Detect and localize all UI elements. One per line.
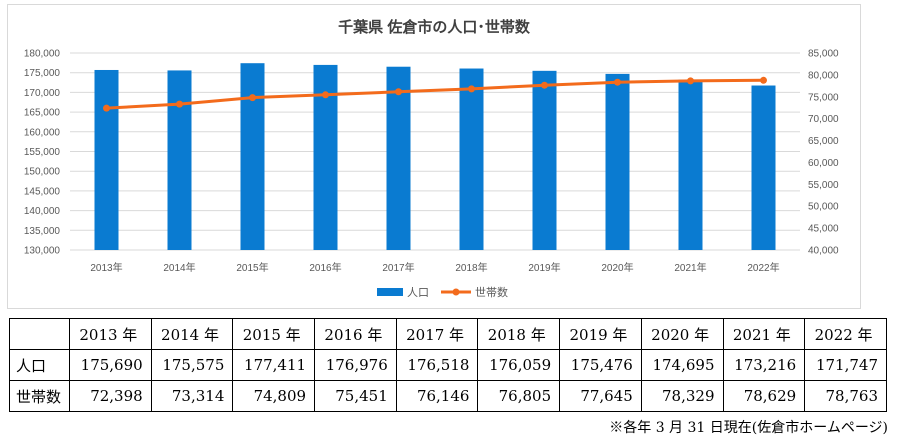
household-line — [106, 78, 764, 110]
household-point-2015年 — [249, 94, 256, 102]
x-tick-label: 2020年 — [601, 261, 633, 274]
y-right-tick-label: 60,000 — [808, 158, 839, 169]
bar-2013年 — [94, 69, 119, 250]
table-header-cell: 2014 年 — [150, 318, 234, 350]
y-left-tick-label: 180,000 — [24, 49, 61, 60]
table-row: 世帯数 72,398 73,314 74,809 75,451 76,146 76,805 7… — [9, 380, 887, 412]
table-cell: 175,575 — [150, 349, 234, 381]
y-right-tick-label: 50,000 — [808, 202, 839, 213]
table-header-cell — [9, 318, 70, 350]
table-cell: 72,398 — [69, 380, 152, 412]
legend-label-population: 人口 — [407, 286, 429, 299]
y-right-tick-label: 65,000 — [808, 136, 839, 147]
table-header-cell: 2013 年 — [69, 318, 152, 350]
table-cell: 76,146 — [395, 380, 479, 412]
bar-2017年 — [386, 66, 411, 250]
household-point-2022年 — [760, 76, 767, 84]
source-note: ※各年 3 月 31 日現在(佐倉市ホームページ) — [609, 420, 888, 436]
chart-title: 千葉県 佐倉市の人口･世帯数 — [338, 18, 531, 36]
household-point-2021年 — [687, 77, 694, 85]
row-label: 人口 — [9, 349, 70, 381]
x-tick-label: 2022年 — [747, 261, 779, 274]
y-left-tick-label: 165,000 — [24, 108, 61, 119]
bar-2015年 — [240, 63, 265, 251]
y-left-tick-label: 145,000 — [24, 186, 61, 197]
household-point-2020年 — [614, 78, 621, 86]
data-table: 2013 年 2014 年 2015 年 2016 年 2017 年 2018 年 2019… — [9, 318, 887, 412]
table-cell: 175,690 — [69, 349, 152, 381]
x-tick-label: 2013年 — [90, 261, 122, 274]
table-cell: 78,629 — [722, 380, 806, 412]
table-cell: 78,763 — [804, 380, 887, 412]
bar-2018年 — [459, 68, 484, 250]
y-left-tick-label: 160,000 — [24, 127, 61, 138]
table-cell: 177,411 — [232, 349, 316, 381]
y-left-tick-label: 130,000 — [24, 246, 61, 257]
table-cell: 77,645 — [559, 380, 642, 412]
bar-2014年 — [167, 70, 192, 250]
table-cell: 174,695 — [640, 349, 724, 381]
x-tick-label: 2014年 — [163, 261, 195, 274]
table-cell: 74,809 — [232, 380, 316, 412]
table-header-cell: 2016 年 — [314, 318, 397, 350]
x-tick-label: 2021年 — [674, 261, 706, 274]
chart-container: 千葉県 佐倉市の人口･世帯数 130,000 135,000 140,000 145,0… — [7, 4, 861, 309]
y-right-tick-label: 40,000 — [808, 246, 839, 257]
table-header-cell: 2017 年 — [395, 318, 479, 350]
household-point-2017年 — [395, 88, 402, 96]
table-header-cell: 2021 年 — [722, 318, 806, 350]
table-cell: 75,451 — [314, 380, 397, 412]
household-point-2018年 — [468, 85, 475, 93]
table-cell: 176,518 — [395, 349, 479, 381]
table-header-cell: 2020 年 — [640, 318, 724, 350]
combo-chart: 千葉県 佐倉市の人口･世帯数 130,000 135,000 140,000 145,0… — [24, 18, 839, 299]
table-header-row: 2013 年 2014 年 2015 年 2016 年 2017 年 2018 年 2019… — [9, 318, 887, 350]
bar-2022年 — [751, 85, 776, 251]
bar-2021年 — [678, 79, 703, 250]
table-cell: 76,805 — [477, 380, 561, 412]
x-tick-label: 2016年 — [309, 261, 341, 274]
table-header-cell: 2019 年 — [559, 318, 642, 350]
row-label: 世帯数 — [9, 380, 70, 412]
table-header-cell: 2015 年 — [232, 318, 316, 350]
household-point-2019年 — [541, 81, 548, 89]
table-header-cell: 2018 年 — [477, 318, 561, 350]
household-point-2014年 — [176, 100, 183, 108]
table-cell: 175,476 — [559, 349, 642, 381]
y-right-tick-label: 55,000 — [808, 180, 839, 191]
y-right-tick-label: 70,000 — [808, 114, 839, 125]
y-left-tick-label: 155,000 — [24, 147, 61, 158]
legend-line-marker — [452, 288, 460, 296]
household-point-2013年 — [103, 104, 110, 112]
bar-2020年 — [605, 73, 630, 250]
x-tick-label: 2015年 — [236, 261, 268, 274]
x-tick-label: 2018年 — [455, 261, 487, 274]
y-right-tick-label: 85,000 — [808, 49, 839, 60]
x-tick-label: 2017年 — [382, 261, 414, 274]
x-tick-label: 2019年 — [528, 261, 560, 274]
table-row: 人口 175,690 175,575 177,411 176,976 176,518 176… — [9, 349, 887, 381]
y-left-tick-label: 150,000 — [24, 167, 61, 178]
y-left-tick-label: 175,000 — [24, 68, 61, 79]
table-cell: 176,976 — [314, 349, 397, 381]
bar-2019年 — [532, 70, 557, 251]
y-right-tick-label: 45,000 — [808, 224, 839, 235]
household-point-2016年 — [322, 91, 329, 99]
table-cell: 73,314 — [150, 380, 234, 412]
legend-label-households: 世帯数 — [475, 286, 508, 299]
table-cell: 171,747 — [804, 349, 887, 381]
table-cell: 176,059 — [477, 349, 561, 381]
y-right-tick-label: 80,000 — [808, 70, 839, 81]
table-cell: 78,329 — [640, 380, 724, 412]
y-left-tick-label: 140,000 — [24, 206, 61, 217]
table-cell: 173,216 — [722, 349, 806, 381]
table-header-cell: 2022 年 — [804, 318, 887, 350]
y-left-tick-label: 135,000 — [24, 226, 61, 237]
legend-bar-swatch — [377, 288, 403, 296]
y-right-tick-label: 75,000 — [808, 92, 839, 103]
y-left-tick-label: 170,000 — [24, 88, 61, 99]
